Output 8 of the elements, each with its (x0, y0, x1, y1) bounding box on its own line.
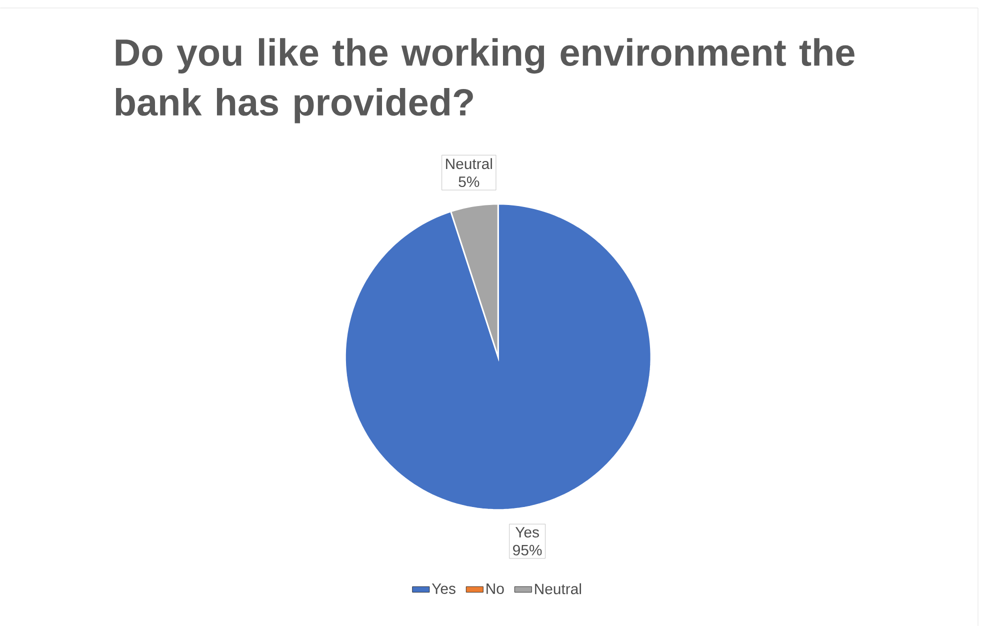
legend-label: No (486, 584, 504, 594)
data-label: 5% (458, 176, 480, 188)
legend-label: Neutral (535, 583, 581, 594)
slice-label: Yes (515, 527, 539, 538)
chart-title: Do you like the working environment the bank has provided? (116, 38, 854, 124)
data-label: 95% (513, 544, 542, 556)
slice-label: Neutral (446, 158, 492, 170)
legend-label: Yes (432, 584, 456, 594)
